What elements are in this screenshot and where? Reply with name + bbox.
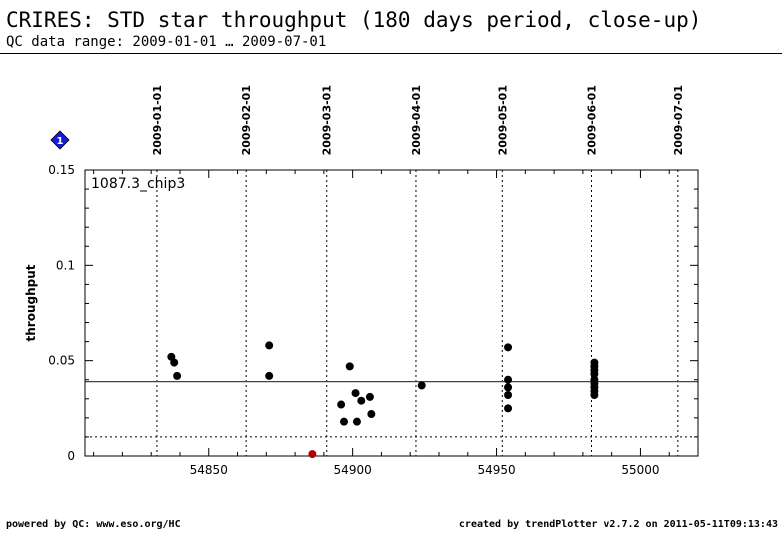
data-range-subtitle: QC data range: 2009-01-01 … 2009-07-01 [6, 34, 327, 50]
plot-frame [84, 169, 699, 457]
data-point [590, 390, 599, 399]
data-point [504, 343, 513, 352]
data-point [352, 417, 361, 426]
y-tick-label: 0.05 [48, 354, 75, 368]
data-point [340, 417, 349, 426]
data-point [357, 396, 366, 405]
x-tick-label: 55000 [621, 463, 659, 477]
data-point [170, 358, 179, 367]
data-point [504, 383, 513, 392]
x-tick-label: 54900 [334, 463, 372, 477]
y-axis-label: throughput [24, 264, 38, 341]
data-point [173, 371, 182, 380]
data-point [504, 404, 513, 413]
date-marker-label: 2009-07-01 [672, 85, 685, 155]
x-tick-label: 54850 [190, 463, 228, 477]
footer-powered-by: powered by QC: www.eso.org/HC [6, 519, 181, 530]
x-tick-label: 54950 [477, 463, 515, 477]
badge-label: 1 [57, 136, 64, 147]
data-point [504, 390, 513, 399]
data-point [337, 400, 346, 409]
data-point [590, 370, 599, 379]
diamond-shape [50, 130, 70, 150]
footer-created-by: created by trendPlotter v2.7.2 on 2011-0… [458, 519, 778, 530]
info-badge-icon: 1 [50, 130, 70, 150]
date-marker-label: 2009-05-01 [496, 85, 509, 155]
y-tick-label: 0.1 [56, 258, 75, 272]
outlier-point [308, 450, 317, 459]
date-marker-label: 2009-01-01 [151, 85, 164, 155]
date-marker-label: 2009-06-01 [586, 85, 599, 155]
data-point [265, 371, 274, 380]
panel-label: 1087.3_chip3 [91, 176, 185, 192]
data-point [351, 389, 360, 398]
data-point [367, 410, 376, 419]
data-point [345, 362, 354, 371]
date-marker-label: 2009-02-01 [240, 85, 253, 155]
chart-title: CRIRES: STD star throughput (180 days pe… [6, 8, 702, 32]
data-point [365, 392, 374, 401]
date-marker-label: 2009-03-01 [321, 85, 334, 155]
y-tick-label: 0 [67, 449, 75, 463]
data-point [265, 341, 274, 350]
data-point [504, 375, 513, 384]
header-divider [0, 53, 782, 54]
data-point [417, 381, 426, 390]
y-tick-label: 0.15 [48, 163, 75, 177]
date-marker-label: 2009-04-01 [410, 85, 423, 155]
